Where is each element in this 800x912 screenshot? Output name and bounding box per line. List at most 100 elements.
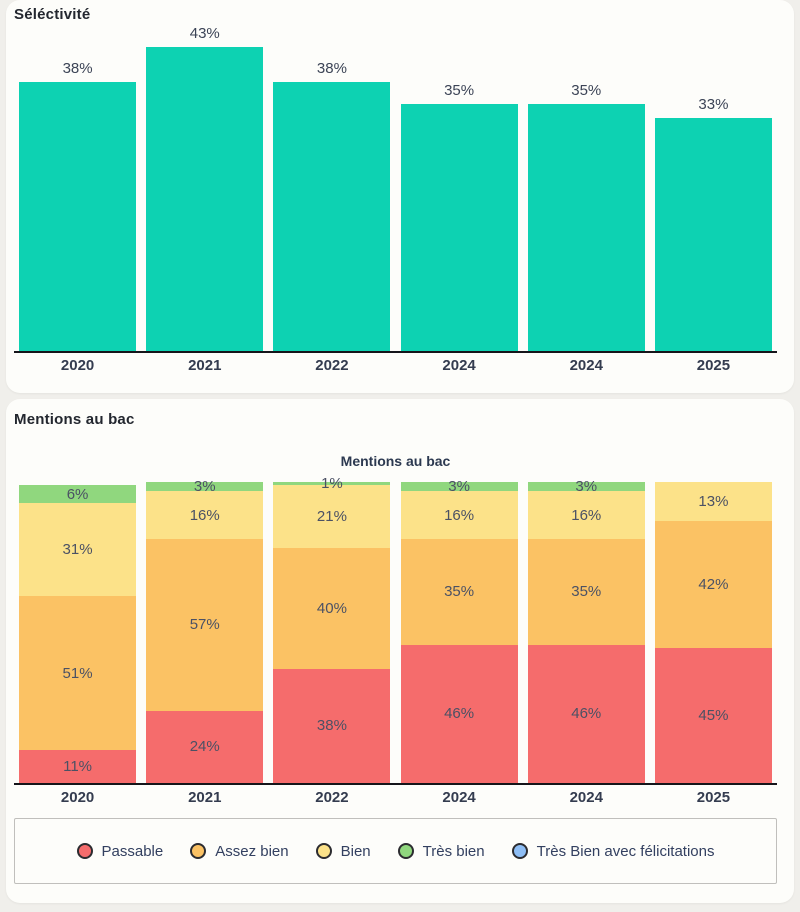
selectivity-bar[interactable] (273, 82, 391, 351)
x-tick-label: 2024 (442, 789, 476, 806)
selectivity-bar[interactable] (146, 47, 264, 351)
segment-passable[interactable]: 45% (654, 647, 772, 783)
segment-value-label: 31% (62, 541, 93, 559)
selectivity-chart-plot: 38% 43% 38% 35% 35% 33% (14, 26, 777, 351)
segment-passable[interactable]: 24% (146, 710, 264, 783)
segment-bien[interactable]: 16% (400, 491, 518, 540)
bar-slot: 35% (396, 47, 523, 351)
segment-value-label: 38% (316, 717, 347, 735)
mentions-chart-plot: 11% 51% 31% 6% 24% 57% 16% 3% 38% 40% 21% 1% 46% 35% 1… (14, 476, 777, 783)
selectivity-bar[interactable] (400, 103, 518, 351)
stacked-bar-slot: 45% 42% 13% (650, 482, 777, 783)
segment-value-label: 3% (448, 478, 470, 496)
selectivity-card-title: Séléctivité (14, 6, 91, 23)
selectivity-card: Séléctivité 38% 43% 38% 35% 35% 33% 2020 2021 2… (6, 0, 794, 393)
bar-value-label: 33% (698, 95, 729, 113)
bar-value-label: 35% (571, 81, 602, 99)
stacked-bar-slot: 24% 57% 16% 3% (141, 478, 268, 783)
segment-value-label: 45% (698, 706, 729, 724)
segment-bien[interactable]: 16% (527, 491, 645, 540)
x-axis-line (14, 783, 777, 785)
stacked-bar-slot: 46% 35% 16% 3% (396, 478, 523, 783)
stacked-bar-slot: 46% 35% 16% 3% (523, 478, 650, 783)
x-tick-label: 2022 (315, 789, 349, 806)
segment-passable[interactable]: 38% (273, 668, 391, 783)
segment-assez-bien[interactable]: 35% (400, 539, 518, 645)
legend-swatch-icon (76, 843, 93, 859)
segment-passable[interactable]: 46% (527, 644, 645, 783)
segment-value-label: 11% (63, 757, 93, 775)
bar-value-label: 38% (316, 60, 347, 78)
chart-legend: Passable Assez bien Bien Très bien Très Bien… (14, 818, 777, 884)
segment-value-label: 6% (66, 485, 89, 503)
selectivity-bar[interactable] (19, 82, 137, 351)
x-axis-labels: 2020 2021 2022 2024 2024 2025 (14, 789, 777, 806)
legend-item-label: Passable (101, 842, 164, 860)
segment-assez-bien[interactable]: 35% (527, 539, 645, 645)
bar-slot: 38% (268, 47, 395, 351)
segment-tres-bien[interactable]: 6% (19, 485, 137, 504)
legend-item-passable[interactable]: Passable (76, 842, 164, 860)
segment-value-label: 3% (193, 478, 216, 496)
x-tick-label: 2025 (696, 789, 731, 806)
legend-swatch-icon (190, 843, 207, 859)
segment-passable[interactable]: 11% (19, 749, 137, 783)
bar-slot: 38% (14, 47, 141, 351)
legend-item-label: Bien (340, 842, 371, 860)
x-axis-labels: 2020 2021 2022 2024 2024 2025 (14, 357, 777, 374)
legend-swatch-icon (511, 843, 528, 859)
segment-value-label: 57% (189, 616, 220, 634)
selectivity-bar[interactable] (527, 103, 645, 351)
x-tick-label: 2021 (188, 789, 222, 806)
legend-item-tres-bien[interactable]: Très bien (397, 842, 485, 860)
segment-value-label: 40% (316, 599, 347, 617)
stacked-bar-slot: 38% 40% 21% 1% (268, 476, 395, 783)
legend-item-assez-bien[interactable]: Assez bien (190, 842, 289, 860)
segment-assez-bien[interactable]: 42% (654, 521, 772, 648)
segment-bien[interactable]: 31% (19, 503, 137, 597)
segment-assez-bien[interactable]: 51% (19, 596, 137, 750)
segment-value-label: 1% (321, 475, 343, 493)
segment-value-label: 24% (189, 738, 220, 756)
legend-swatch-icon (397, 843, 414, 859)
segment-bien[interactable]: 13% (654, 482, 772, 522)
segment-value-label: 46% (571, 705, 602, 723)
selectivity-bar[interactable] (654, 117, 772, 351)
stacked-bar-slot: 11% 51% 31% 6% (14, 482, 141, 783)
segment-assez-bien[interactable]: 57% (146, 539, 264, 711)
mentions-chart-title: Mentions au bac (340, 453, 451, 469)
segment-passable[interactable]: 46% (400, 644, 518, 783)
x-tick-label: 2024 (442, 357, 476, 374)
segment-assez-bien[interactable]: 40% (273, 548, 391, 669)
segment-value-label: 13% (698, 493, 729, 511)
segment-value-label: 51% (62, 664, 93, 682)
x-tick-label: 2025 (696, 357, 731, 374)
segment-value-label: 16% (571, 506, 602, 524)
segment-value-label: 21% (316, 508, 347, 526)
segment-value-label: 35% (571, 583, 602, 601)
x-axis-line (14, 351, 777, 353)
mentions-card-title: Mentions au bac (14, 411, 135, 428)
segment-tres-bien[interactable]: 3% (400, 478, 518, 496)
legend-item-label: Assez bien (215, 842, 289, 860)
legend-item-bien[interactable]: Bien (315, 842, 371, 860)
x-tick-label: 2020 (60, 789, 95, 806)
x-tick-label: 2020 (60, 357, 95, 374)
x-tick-label: 2024 (569, 357, 603, 374)
x-tick-label: 2024 (569, 789, 603, 806)
segment-value-label: 16% (444, 506, 475, 524)
legend-swatch-icon (315, 843, 332, 859)
legend-item-label: Très Bien avec félicitations (536, 842, 715, 860)
segment-value-label: 42% (698, 575, 729, 593)
x-tick-label: 2022 (315, 357, 349, 374)
segment-bien[interactable]: 21% (273, 485, 391, 549)
legend-item-label: Très bien (422, 842, 485, 860)
legend-item-tres-bien-avec-felicitations[interactable]: Très Bien avec félicitations (511, 842, 715, 860)
segment-tres-bien[interactable]: 3% (527, 478, 645, 496)
segment-bien[interactable]: 16% (146, 491, 264, 540)
segment-tres-bien[interactable]: 3% (146, 478, 264, 496)
bar-value-label: 43% (189, 25, 220, 42)
bar-slot: 35% (523, 47, 650, 351)
segment-value-label: 3% (575, 478, 598, 496)
segment-tres-bien[interactable]: 1% (273, 476, 391, 491)
